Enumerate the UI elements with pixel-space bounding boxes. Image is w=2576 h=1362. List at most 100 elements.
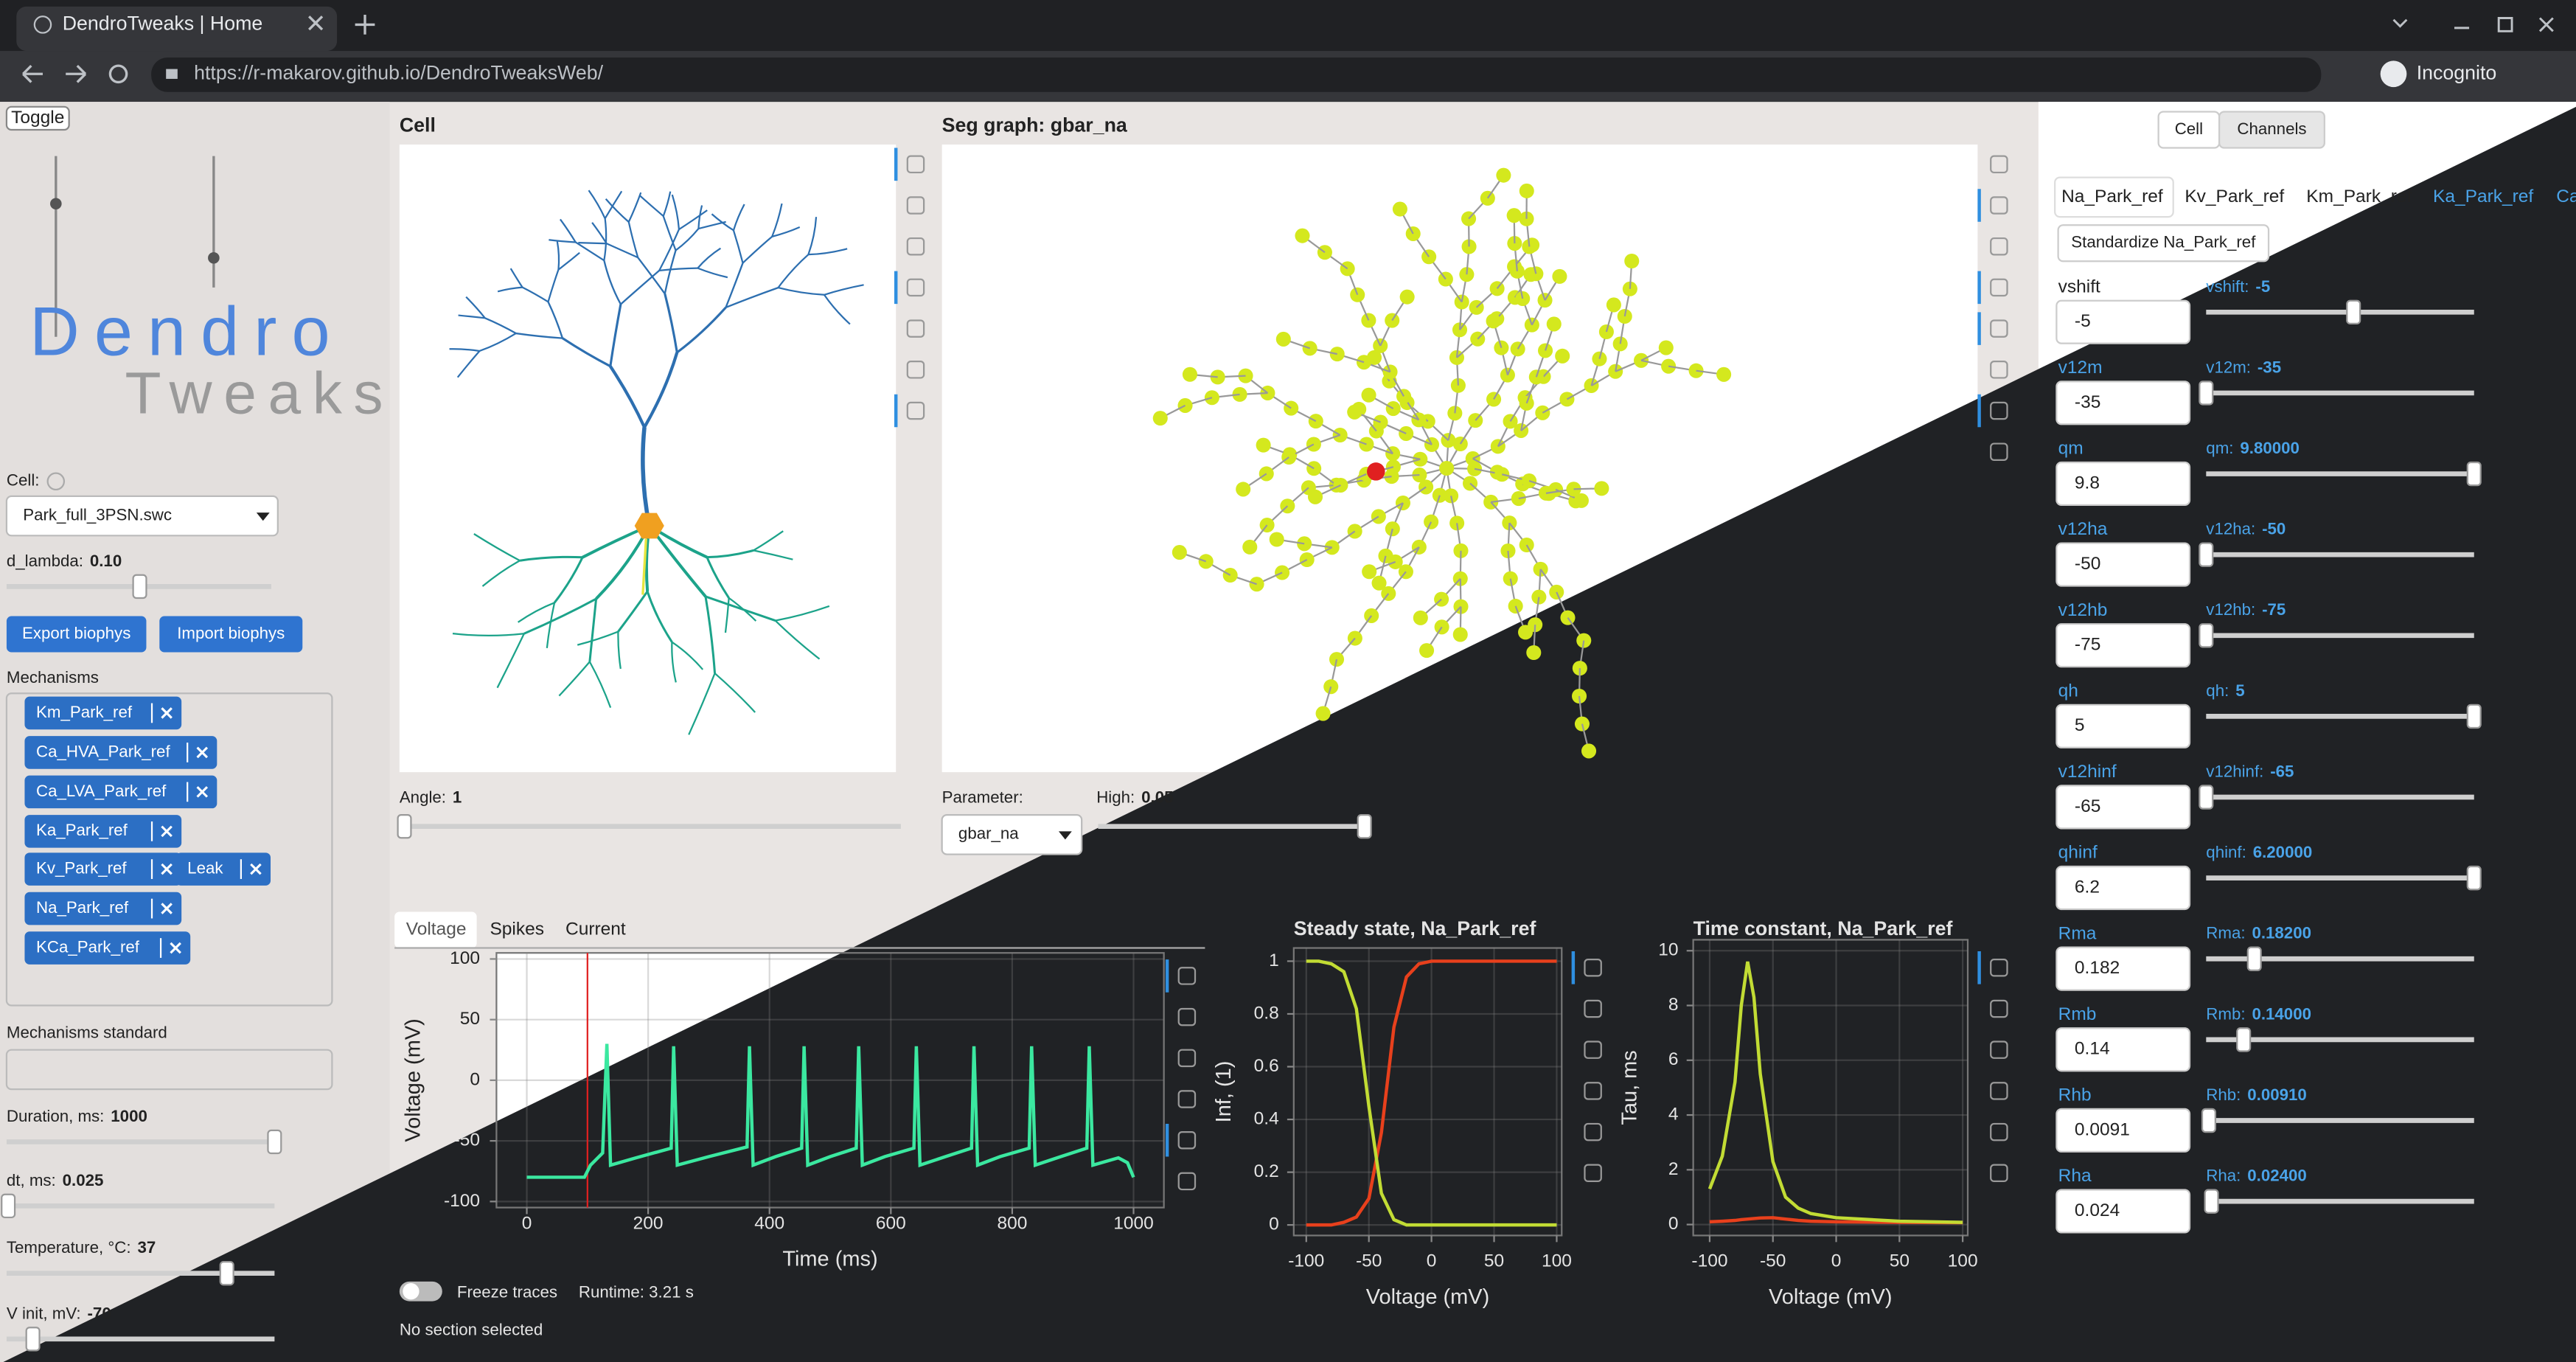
standardize-button[interactable] — [2057, 224, 2270, 263]
toolbar-icon[interactable] — [1177, 967, 1197, 985]
sim-setting-slider-thumb[interactable] — [219, 1260, 234, 1286]
segment-node[interactable] — [1566, 482, 1581, 497]
toolbar-icon[interactable] — [1177, 1130, 1197, 1150]
sim-setting-slider-thumb[interactable] — [267, 1129, 282, 1155]
toolbar-icon[interactable] — [906, 237, 925, 256]
segment-node[interactable] — [1526, 644, 1542, 661]
segment-node[interactable] — [1413, 610, 1428, 625]
param-slider-thumb[interactable] — [2199, 785, 2214, 810]
tag-remove[interactable] — [196, 786, 209, 798]
angle-slider-thumb[interactable] — [397, 813, 412, 839]
param-input[interactable] — [2055, 1189, 2191, 1234]
high-slider-thumb[interactable] — [1357, 813, 1372, 839]
biophys-button[interactable] — [6, 616, 147, 653]
segment-node[interactable] — [1361, 387, 1376, 403]
toolbar-icon[interactable] — [1990, 442, 2008, 461]
toolbar-icon[interactable] — [1584, 1122, 1602, 1142]
param-input[interactable] — [2055, 865, 2191, 911]
channel-tab[interactable]: Kv_Park_ref — [2185, 187, 2284, 206]
segment-node[interactable] — [1528, 266, 1544, 282]
toolbar-icon[interactable] — [1990, 1040, 2008, 1059]
mechanism-tag[interactable] — [24, 852, 182, 886]
param-input[interactable] — [2055, 623, 2191, 668]
segment-node[interactable] — [1439, 460, 1455, 476]
view-button-label[interactable]: Cell — [2175, 119, 2203, 138]
view-button-label[interactable]: Channels — [2237, 119, 2306, 138]
param-input[interactable] — [2055, 703, 2191, 748]
segment-node[interactable] — [1486, 313, 1501, 329]
tab-close[interactable] — [308, 15, 324, 31]
param-input-value[interactable]: 0.14 — [2075, 1039, 2110, 1059]
param-input[interactable] — [2055, 946, 2191, 991]
param-input-value[interactable]: 5 — [2075, 715, 2085, 735]
segment-node[interactable] — [1546, 316, 1562, 332]
mechanism-tag[interactable] — [24, 931, 191, 965]
segment-node[interactable] — [1399, 289, 1415, 305]
toolbar-icon[interactable] — [1177, 1090, 1197, 1108]
mechanism-tag[interactable] — [24, 775, 217, 809]
tag-remove[interactable] — [170, 942, 181, 954]
toolbar-icon[interactable] — [1990, 319, 2008, 338]
toolbar-icon[interactable] — [1990, 1082, 2008, 1100]
segment-node[interactable] — [1606, 297, 1621, 313]
toolbar-icon[interactable] — [1584, 959, 1602, 977]
toolbar-icon[interactable] — [1584, 1082, 1602, 1100]
param-slider-thumb[interactable] — [2466, 865, 2482, 891]
segment-node[interactable] — [1275, 331, 1291, 347]
param-input[interactable] — [2055, 299, 2191, 344]
param-input[interactable] — [2055, 381, 2191, 425]
segment-node[interactable] — [1522, 473, 1537, 489]
param-slider-thumb[interactable] — [2201, 1108, 2216, 1133]
segment-node[interactable] — [1447, 406, 1463, 421]
tag-remove[interactable] — [161, 707, 173, 719]
segment-node[interactable] — [1452, 627, 1468, 642]
toolbar-icon[interactable] — [1990, 237, 2008, 256]
channel-tab[interactable]: Km_Park_ref — [2306, 187, 2412, 206]
channel-tab[interactable]: Ca — [2556, 187, 2576, 206]
segment-node[interactable] — [1519, 537, 1534, 553]
segment-node[interactable] — [1256, 437, 1271, 453]
param-slider-thumb[interactable] — [2199, 381, 2214, 406]
param-input-value[interactable]: 6.2 — [2075, 877, 2100, 897]
tag-remove[interactable] — [161, 825, 173, 838]
segment-node[interactable] — [1581, 743, 1597, 759]
param-input-value[interactable]: 9.8 — [2075, 473, 2100, 493]
segment-node[interactable] — [1307, 489, 1323, 504]
sim-tab[interactable]: Voltage — [406, 920, 467, 939]
segment-node[interactable] — [1152, 411, 1168, 426]
toolbar-icon[interactable] — [1584, 1164, 1602, 1183]
param-slider-thumb[interactable] — [2199, 542, 2214, 567]
window-controls[interactable] — [2392, 17, 2554, 32]
segment-node[interactable] — [1555, 348, 1570, 364]
mechanism-tag[interactable] — [24, 736, 217, 769]
parameter-select[interactable] — [941, 813, 1083, 855]
tag-remove[interactable] — [161, 863, 173, 875]
toolbar-icon[interactable] — [1990, 1122, 2008, 1142]
param-input[interactable] — [2055, 542, 2191, 587]
param-input-value[interactable]: 0.024 — [2075, 1201, 2120, 1220]
view-button[interactable] — [2218, 111, 2325, 149]
segment-node[interactable] — [1172, 545, 1187, 560]
segment-node[interactable] — [1552, 268, 1567, 284]
param-slider-thumb[interactable] — [2199, 623, 2214, 648]
segment-node[interactable] — [1317, 245, 1332, 260]
segment-node[interactable] — [1559, 392, 1575, 407]
param-slider-thumb[interactable] — [2346, 299, 2361, 325]
sim-tab[interactable]: Current — [565, 920, 626, 939]
toolbar-icon[interactable] — [1990, 196, 2008, 215]
biophys-button[interactable] — [159, 616, 303, 653]
segment-node[interactable] — [1716, 366, 1732, 382]
segment-node[interactable] — [1362, 564, 1377, 580]
toolbar-icon[interactable] — [906, 278, 925, 297]
toolbar-icon[interactable] — [906, 196, 925, 215]
channel-tab[interactable]: Na_Park_ref — [2061, 187, 2163, 206]
param-input-value[interactable]: -5 — [2075, 311, 2091, 331]
toolbar-icon[interactable] — [1177, 1007, 1197, 1026]
segment-node[interactable] — [1519, 395, 1534, 411]
param-input-value[interactable]: -35 — [2075, 392, 2100, 412]
button-label[interactable]: Export biophys — [22, 624, 130, 642]
param-input-value[interactable]: 0.182 — [2075, 958, 2120, 978]
toolbar-icon[interactable] — [1177, 1049, 1197, 1068]
segment-node[interactable] — [1419, 643, 1435, 659]
sim-setting-slider-thumb[interactable] — [1, 1193, 16, 1219]
